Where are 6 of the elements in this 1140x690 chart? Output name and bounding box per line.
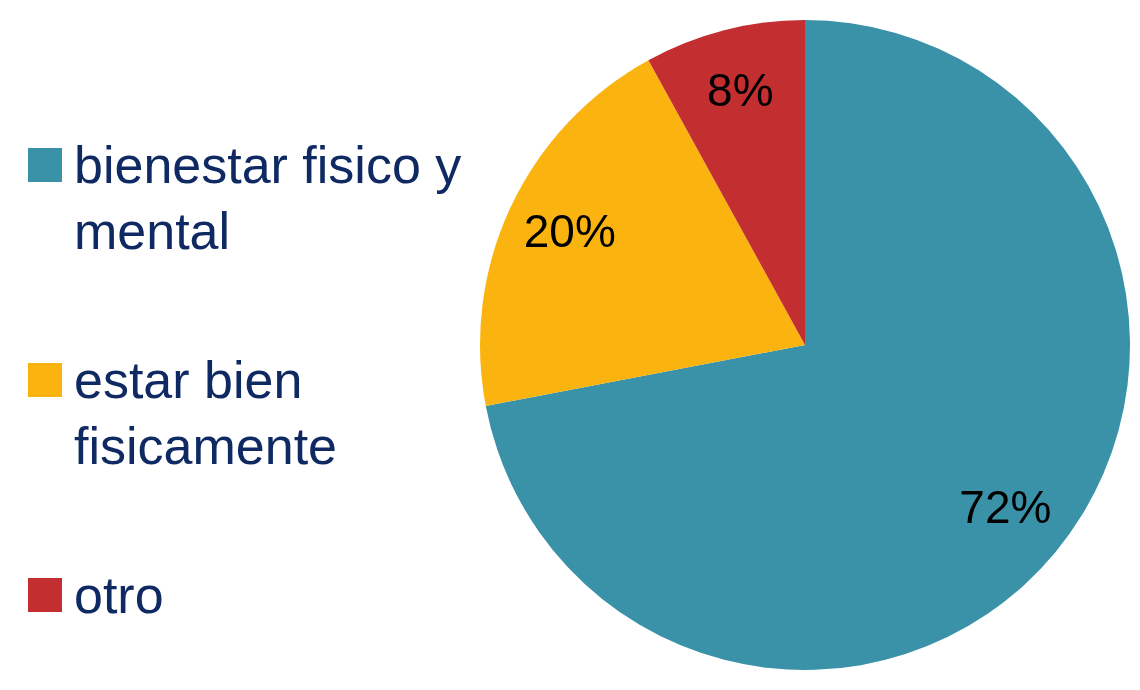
data-label: 72% xyxy=(959,481,1052,534)
legend-label: otro xyxy=(74,565,164,627)
legend-label: bienestar fisico y mental xyxy=(74,134,463,262)
data-label: 8% xyxy=(707,63,774,116)
legend-label: estar bien fisicamente xyxy=(74,350,338,477)
data-label: 20% xyxy=(523,204,616,257)
